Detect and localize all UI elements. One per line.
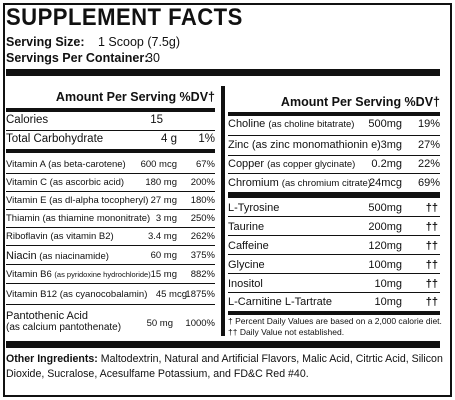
other-ingredients-text: Maltodextrin, Natural and Artificial Fla… (6, 353, 443, 380)
left-section-divider (6, 150, 215, 153)
other-ingredients-label: Other Ingredients: (6, 353, 98, 365)
table-row: Total Carbohydrate 4 g 1% (6, 133, 215, 150)
table-row: Vitamin E (as dl-alpha tocopheryl) 27 mg… (6, 192, 215, 210)
table-row: Vitamin C (as ascorbic acid) 180 mg 200% (6, 174, 215, 192)
table-row: Pantothenic Acid (as calcium pantothenat… (6, 310, 215, 333)
serving-size-label: Serving Size: (6, 35, 85, 49)
footnote-daily-value: † Percent Daily Values are based on a 2,… (228, 316, 442, 326)
left-nutrient-table: Amount Per Serving %DV† Calories 15 Tota… (6, 86, 215, 341)
table-row: Thiamin (as thiamine mononitrate) 3 mg 2… (6, 210, 215, 228)
table-row: Choline (as choline bitatrate) 500mg 19% (228, 118, 440, 136)
column-divider (221, 86, 225, 336)
table-row: Vitamin B12 (as cyanocobalamin) 45 mcg 1… (6, 284, 215, 305)
table-row: L-Carnitine L-Tartrate 10mg †† (228, 296, 438, 308)
table-row: Zinc (as zinc monomathionin e) 3mg 27% (228, 137, 440, 156)
table-row: Calories 15 (6, 114, 215, 131)
table-row: Niacin (as niacinamide) 60 mg 375% (6, 246, 215, 265)
table-row: Vitamin A (as beta-carotene) 600 mcg 67% (6, 156, 215, 174)
table-row: Riboflavin (as vitamin B2) 3.4 mg 262% (6, 228, 215, 246)
right-section-divider (228, 192, 440, 198)
left-header-divider (6, 108, 215, 112)
servings-per-container-label: Servings Per Container: (6, 51, 149, 65)
right-table-header: Amount Per Serving %DV† (280, 95, 440, 109)
left-table-header: Amount Per Serving %DV† (55, 90, 215, 104)
footnote-not-established: †† Daily Value not established. (228, 327, 345, 337)
table-row: Chromium (as chromium citrate) 24mcg 69% (228, 177, 440, 189)
supplement-facts-panel (3, 3, 452, 397)
serving-size-value: 1 Scoop (7.5g) (98, 35, 180, 49)
right-header-divider (228, 112, 440, 116)
panel-title: SUPPLEMENT FACTS (6, 4, 243, 31)
table-row: Caffeine 120mg †† (228, 236, 440, 255)
table-row: Inositol 10mg †† (228, 274, 440, 293)
table-row: L-Tyrosine 500mg †† (228, 198, 440, 217)
other-ingredients: Other Ingredients: Maltodextrin, Natural… (6, 352, 443, 382)
servings-per-container-value: 30 (146, 51, 160, 65)
top-thick-divider (6, 69, 440, 76)
bottom-thick-divider (6, 341, 440, 348)
table-row: Copper (as copper glycinate) 0.2mg 22% (228, 156, 440, 174)
serving-size-row: Serving Size: 1 Scoop (7.5g) (6, 35, 180, 49)
table-row: Vitamin B6 (as pyridoxine hydrochloride)… (6, 265, 215, 284)
right-footnote-divider (228, 311, 440, 315)
table-row: Taurine 200mg †† (228, 217, 440, 236)
servings-per-container-row: Servings Per Container: 30 (6, 51, 160, 65)
right-nutrient-table: Amount Per Serving %DV† Choline (as chol… (228, 86, 442, 341)
table-row: Glycine 100mg †† (228, 255, 440, 274)
